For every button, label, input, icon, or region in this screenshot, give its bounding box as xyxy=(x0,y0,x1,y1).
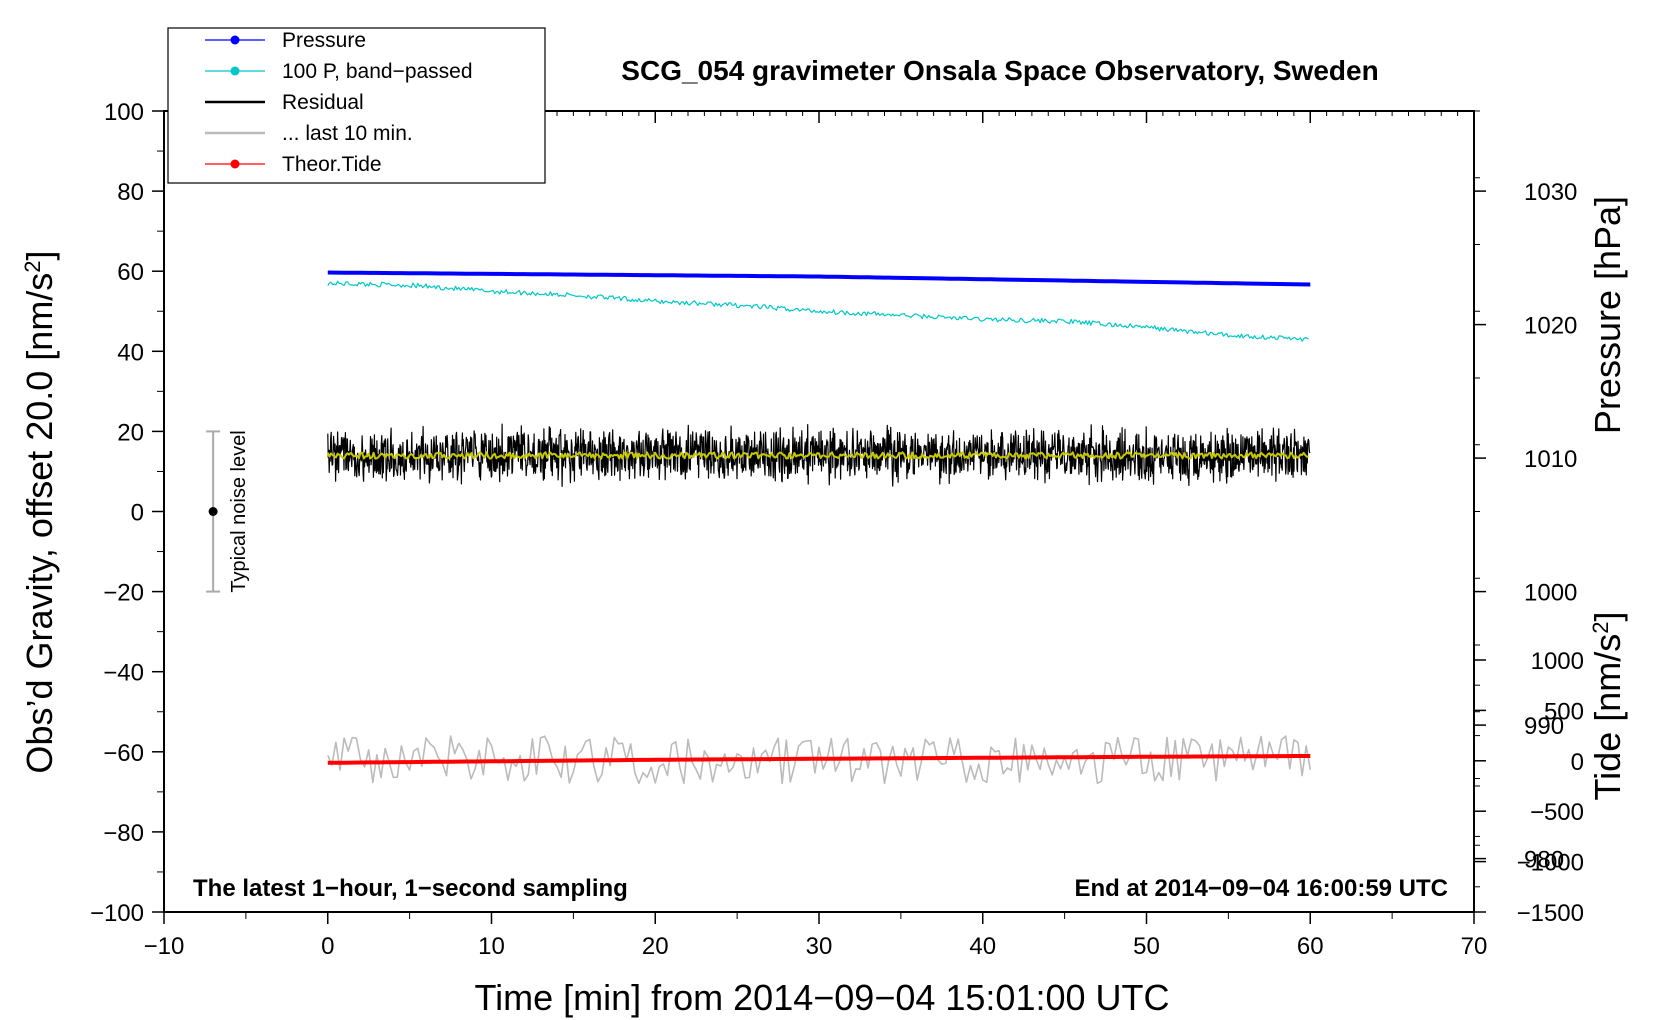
axis-ticks: −10 0 10 20 30 40 50 60 70−100−80−60−40−20020406… xyxy=(90,99,1584,960)
pressure-axis-title: Pressure [hPa] xyxy=(1587,196,1628,434)
series-theoretical-tide xyxy=(327,754,1311,765)
y-tick-label: 100 xyxy=(104,99,144,126)
tide-axis-title-main: Tide [nm/s xyxy=(1587,634,1628,801)
pressure-tick-label: 1010 xyxy=(1524,446,1577,473)
pressure-tick-label: 990 xyxy=(1524,713,1564,740)
x-tick-label: 30 xyxy=(806,933,833,960)
x-tick-label: −10 xyxy=(144,933,185,960)
x-tick-label: 70 xyxy=(1461,933,1488,960)
corner-note-right: End at 2014−09−04 16:00:59 UTC xyxy=(1074,875,1448,902)
tide-tick-label: −1500 xyxy=(1517,900,1584,927)
x-tick-label: 60 xyxy=(1297,933,1324,960)
y-tick-label: −40 xyxy=(103,660,144,687)
x-tick-label: 10 xyxy=(478,933,505,960)
y-tick-label: −100 xyxy=(90,900,144,927)
legend-label: Theor.Tide xyxy=(282,153,382,176)
legend-label: Pressure xyxy=(282,29,366,52)
y-tick-label: 0 xyxy=(131,500,144,527)
legend-label: ... last 10 min. xyxy=(282,122,413,145)
tide-tick-label: −500 xyxy=(1530,799,1584,826)
noise-level-label: Typical noise level xyxy=(228,430,250,592)
x-axis-title: Time [min] from 2014−09−04 15:01:00 UTC xyxy=(474,977,1169,1018)
y-tick-label: 60 xyxy=(117,259,144,286)
y-tick-label: 40 xyxy=(117,339,144,366)
y-axis-title-sup: 2 xyxy=(20,260,45,272)
corner-note-left: The latest 1−hour, 1−second sampling xyxy=(193,875,628,902)
legend: Pressure 100 P, band−passed Residual ... la… xyxy=(167,27,546,184)
y-tick-label: 80 xyxy=(117,179,144,206)
noise-level-indicator: Typical noise level xyxy=(206,430,250,593)
y-axis-title: Obs’d Gravity, offset 20.0 [nm/s2] xyxy=(19,250,60,773)
tide-axis-title: Tide [nm/s2] xyxy=(1587,612,1628,801)
y-axis-title-main: Obs’d Gravity, offset 20.0 [nm/s xyxy=(19,273,60,774)
tide-tick-label: −1000 xyxy=(1517,850,1584,877)
x-tick-label: 40 xyxy=(969,933,996,960)
x-tick-label: 50 xyxy=(1133,933,1160,960)
x-tick-label: 20 xyxy=(642,933,669,960)
tide-tick-label: 0 xyxy=(1571,749,1584,776)
legend-label: 100 P, band−passed xyxy=(282,60,473,83)
pressure-tick-label: 980 xyxy=(1524,847,1564,874)
series-residual xyxy=(327,423,1311,487)
pressure-tick-label: 1020 xyxy=(1524,313,1577,340)
chart-title: SCG_054 gravimeter Onsala Space Observat… xyxy=(621,55,1378,86)
legend-swatch-marker xyxy=(230,35,240,45)
legend-swatch-marker xyxy=(230,159,240,169)
y-tick-label: −60 xyxy=(103,740,144,767)
legend-label: Residual xyxy=(282,91,364,114)
tide-tick-label: 500 xyxy=(1544,698,1584,725)
legend-box xyxy=(167,27,546,184)
y-axis-title-end: ] xyxy=(19,250,60,260)
legend-swatch-marker xyxy=(230,66,240,76)
x-tick-label: 0 xyxy=(321,933,334,960)
y-tick-label: −20 xyxy=(103,580,144,607)
series-pressure-bandpassed xyxy=(327,280,1309,342)
series-residual-smoothed xyxy=(326,451,1309,460)
y-tick-label: −80 xyxy=(103,820,144,847)
noise-bar-dot xyxy=(208,507,218,516)
series-pressure xyxy=(327,270,1311,287)
pressure-tick-label: 1030 xyxy=(1524,179,1577,206)
pressure-tick-label: 1000 xyxy=(1524,580,1577,607)
tide-axis-title-end: ] xyxy=(1587,612,1628,622)
series-last-10-min xyxy=(327,735,1312,785)
series-layer xyxy=(326,270,1312,785)
tide-tick-label: 1000 xyxy=(1531,648,1584,675)
plot-frame xyxy=(163,110,1475,913)
y-tick-label: 20 xyxy=(117,419,144,446)
tide-axis-title-sup: 2 xyxy=(1588,622,1613,634)
